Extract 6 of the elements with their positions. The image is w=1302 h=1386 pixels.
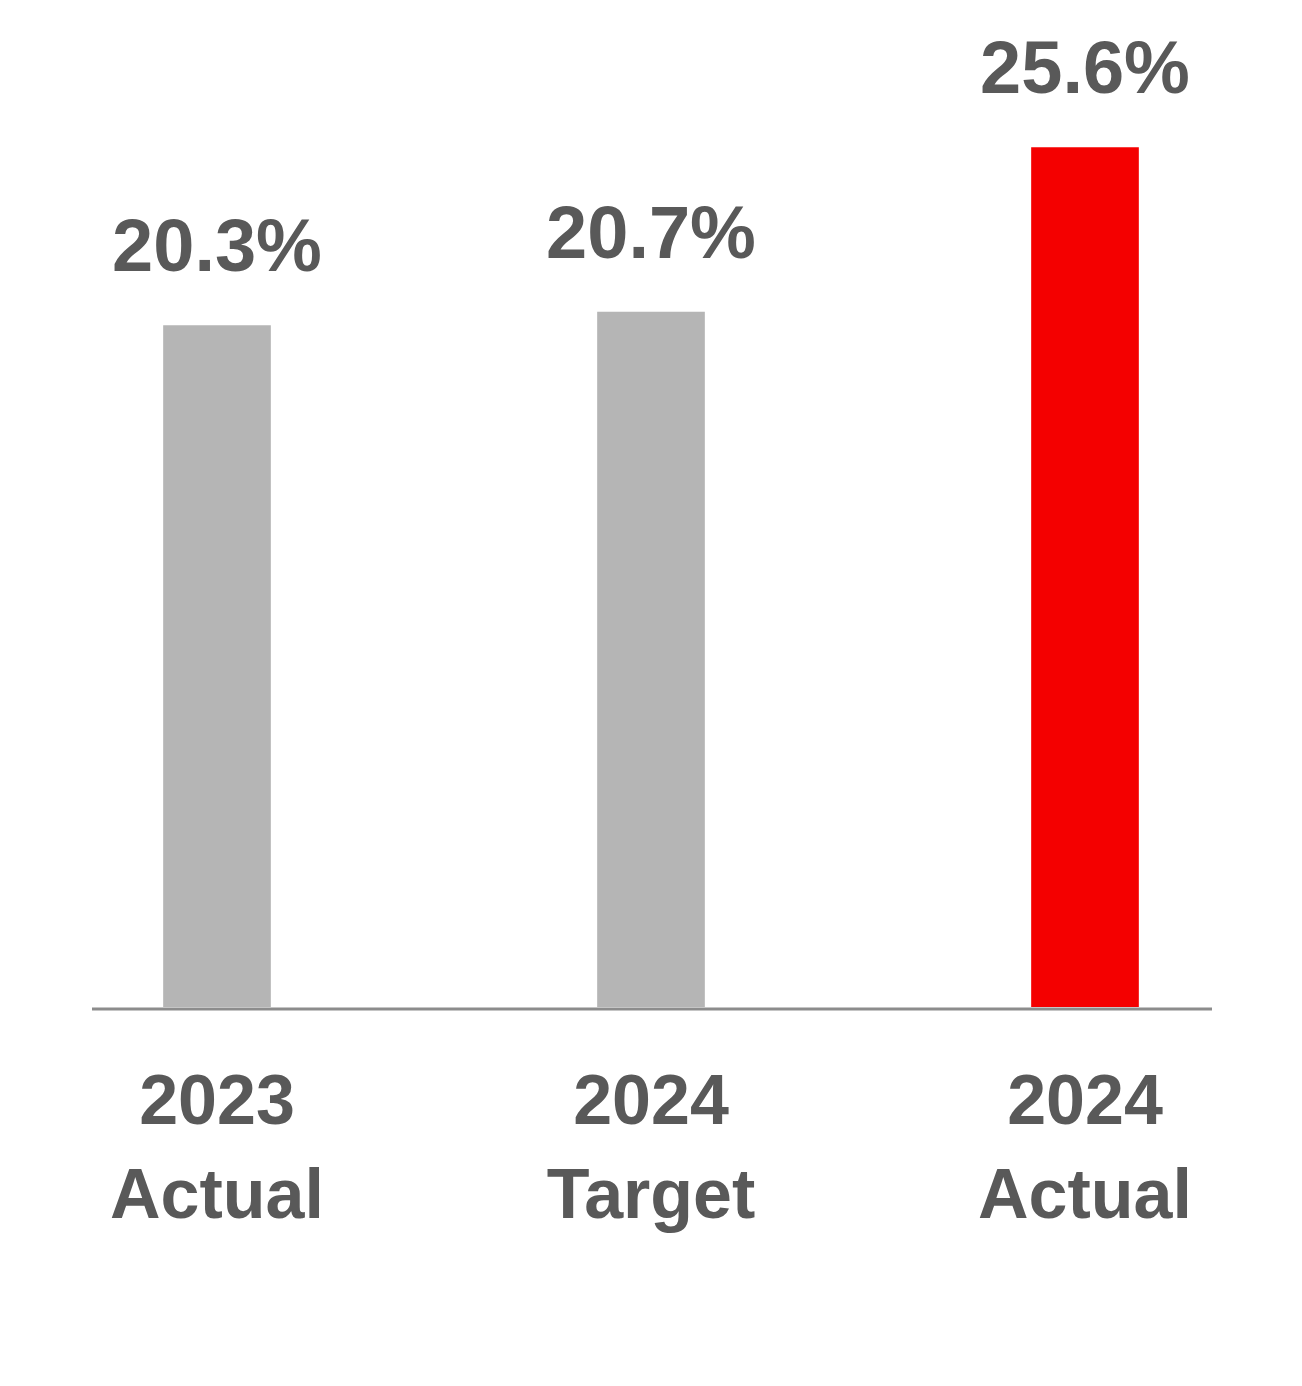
data-label: 20.3%	[112, 204, 322, 287]
x-tick-label: 2024 Target	[546, 1060, 756, 1234]
x-tick-label: 2024 Actual	[978, 1060, 1192, 1234]
x-tick-label: 2023 Actual	[110, 1060, 324, 1234]
data-label: 25.6%	[980, 26, 1190, 110]
data-label: 20.7%	[546, 190, 756, 274]
